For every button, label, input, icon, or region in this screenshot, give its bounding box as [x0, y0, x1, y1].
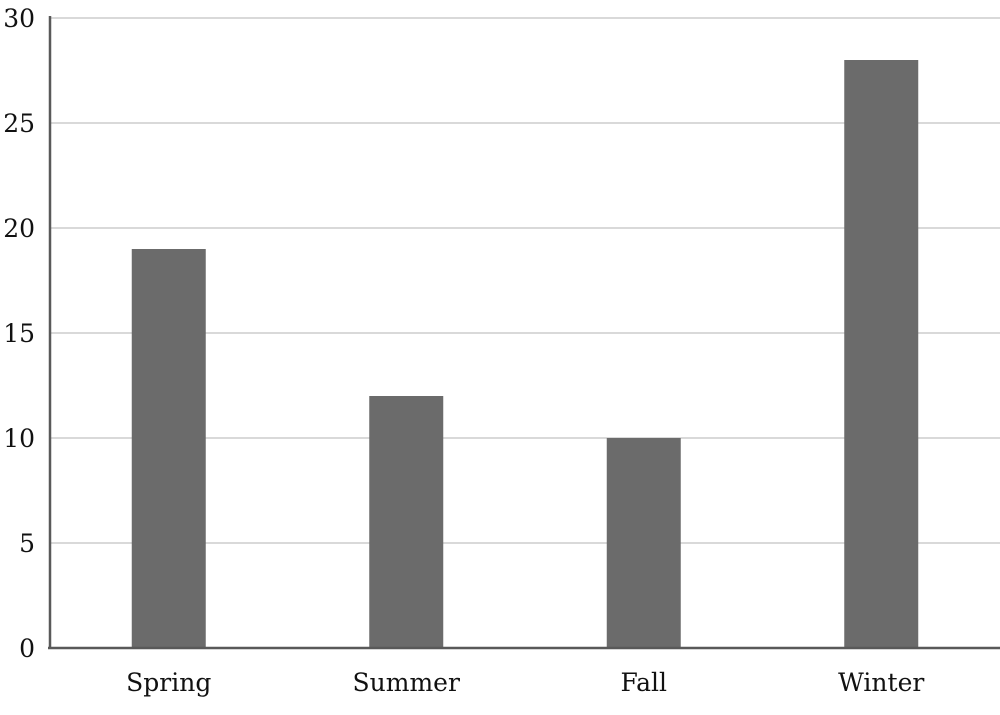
x-tick-label: Fall	[620, 668, 667, 697]
y-tick-label: 0	[19, 634, 35, 663]
bar-winter	[844, 60, 919, 648]
y-tick-label: 25	[3, 109, 35, 138]
bar-spring	[131, 249, 206, 648]
y-tick-label: 30	[3, 4, 35, 33]
y-tick-label: 20	[3, 214, 35, 243]
gridlines	[50, 17, 1000, 544]
x-tick-label: Winter	[838, 668, 924, 697]
y-axis-tick-labels: 0 5 10 15 20 25 30	[3, 4, 35, 663]
bar-summer	[369, 396, 444, 648]
y-tick-label: 10	[3, 424, 35, 453]
axes	[48, 16, 1000, 650]
x-tick-label: Spring	[126, 668, 211, 697]
y-tick-label: 5	[19, 529, 35, 558]
bars	[131, 60, 919, 648]
x-tick-label: Summer	[353, 668, 460, 697]
bar-fall	[606, 438, 681, 648]
x-axis-tick-labels: Spring Summer Fall Winter	[126, 668, 924, 697]
y-tick-label: 15	[3, 319, 35, 348]
